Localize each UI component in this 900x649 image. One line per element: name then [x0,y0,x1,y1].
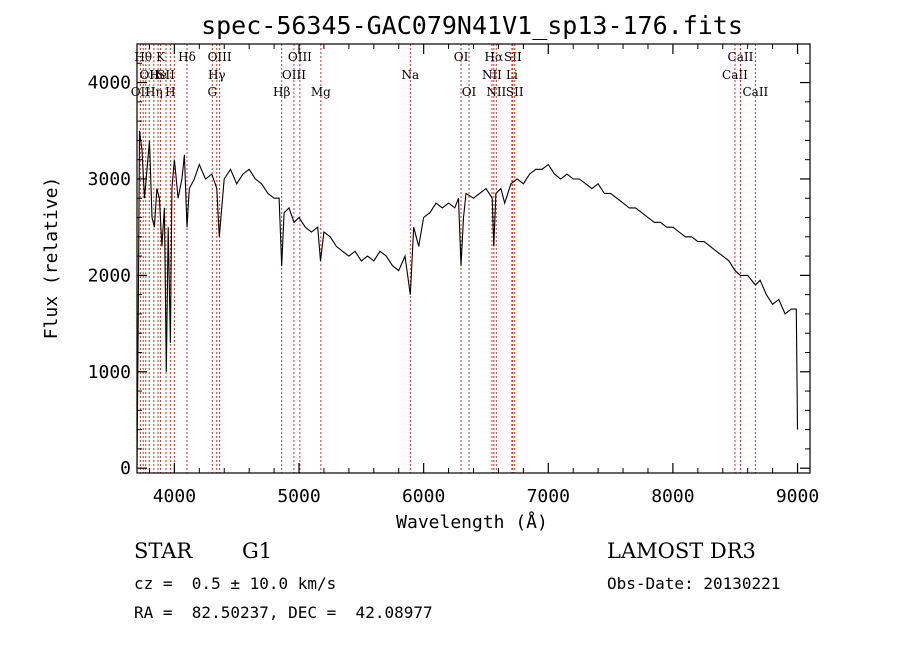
line-label-17: Mg [311,85,331,99]
line-label-12: Hγ [208,68,226,82]
x-tick-label-3: 7000 [527,486,570,507]
x-axis-label: Wavelength (Å) [396,511,548,533]
line-label-29: CaII [742,85,768,99]
spectrum-series [136,130,799,469]
survey-name: LAMOST DR3 [607,539,756,563]
x-tick-label-5: 9000 [776,486,819,507]
x-tick-label-0: 4000 [153,486,196,507]
x-tick-label-2: 6000 [402,486,445,507]
chart-title: spec-56345-GAC079N41V1_sp13-176.fits [201,11,743,40]
y-tick-label-4: 4000 [88,73,131,94]
line-label-25: SII [504,50,522,64]
line-label-28: CaII [728,50,754,64]
y-tick-label-0: 0 [120,458,131,479]
line-label-5: He [149,68,167,82]
line-label-20: OI [462,85,477,99]
axis-ticks: 4000 5000 6000 7000 8000 9000 0 1000 2000 3000 400… [88,44,819,507]
line-label-13: OIII [208,50,232,64]
object-class: STAR [134,539,193,563]
line-label-6: K [156,50,166,64]
line-label-22: Hα [485,50,504,64]
x-tick-label-4: 8000 [651,486,694,507]
line-label-15: OIII [282,68,306,82]
object-subclass: G1 [242,539,273,563]
line-label-1: Hθ [134,50,152,64]
line-label-26: SII [506,85,524,99]
line-label-21: NII [482,68,502,82]
line-label-7: SII [157,68,175,82]
spectrum-line-0 [136,130,799,469]
x-tick-label-1: 5000 [277,486,320,507]
line-label-24: Li [506,68,518,82]
line-label-23: NII [486,85,506,99]
line-label-16: OIII [288,50,312,64]
spectral-line-markers: OIIHθOIIHηHeKSIIHHδGHγOIIIHβOIIIOIIIMgNa… [131,44,769,473]
line-label-14: Hβ [273,85,290,99]
observation-date: Obs-Date: 20130221 [607,574,781,593]
y-tick-label-1: 1000 [88,362,131,383]
y-tick-label-2: 2000 [88,265,131,286]
y-axis-label: Flux (relative) [41,177,62,340]
y-tick-label-3: 3000 [88,169,131,190]
redshift-velocity: cz = 0.5 ± 10.0 km/s [134,574,337,593]
line-label-11: G [207,85,217,99]
line-label-10: Hδ [178,50,196,64]
line-label-18: Na [401,68,419,82]
plot-frame [136,43,811,474]
line-label-27: CaII [722,68,748,82]
line-label-3: OII [140,68,160,82]
line-label-8: H [165,85,175,99]
sky-coordinates: RA = 82.50237, DEC = 42.08977 [134,603,433,622]
line-label-19: OI [454,50,469,64]
line-label-4: Hη [145,85,163,99]
